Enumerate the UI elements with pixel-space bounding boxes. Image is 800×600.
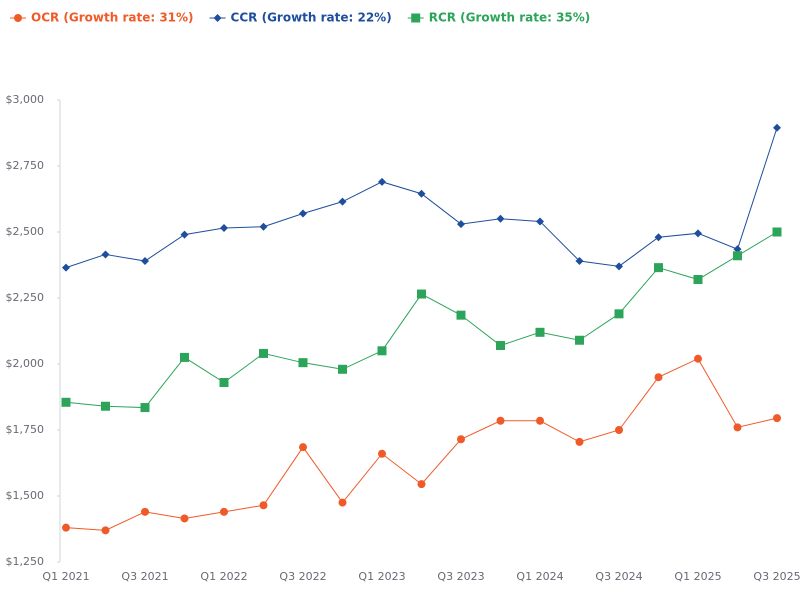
point	[496, 416, 505, 425]
point	[773, 414, 781, 423]
point	[180, 352, 189, 362]
point	[377, 346, 387, 356]
x-tick-label: Q3 2021	[121, 570, 168, 583]
point	[101, 526, 110, 535]
point	[615, 426, 623, 434]
x-tick-label: Q3 2025	[753, 570, 800, 583]
legend-label: RCR (Growth rate: 35%)	[429, 11, 591, 25]
point	[140, 403, 150, 413]
point	[180, 514, 189, 523]
point	[496, 214, 505, 223]
point	[213, 14, 222, 22]
point	[654, 373, 663, 382]
legend-item: OCR (Growth rate: 31%)	[10, 11, 194, 25]
y-tick-label: $2,000	[6, 357, 45, 370]
point	[62, 523, 70, 532]
point	[575, 437, 584, 446]
y-tick-label: $2,500	[6, 225, 45, 238]
point	[694, 354, 702, 363]
point	[62, 263, 70, 272]
point	[180, 230, 189, 239]
x-tick-label: Q3 2022	[279, 570, 326, 583]
point	[61, 397, 71, 407]
point	[220, 224, 228, 233]
legend-label: OCR (Growth rate: 31%)	[31, 11, 194, 25]
point	[773, 123, 781, 132]
point	[101, 250, 110, 259]
x-tick-label: Q1 2025	[674, 570, 721, 583]
point	[411, 13, 421, 23]
y-tick-label: $1,750	[6, 423, 45, 436]
point	[259, 348, 268, 358]
point	[615, 262, 623, 271]
y-tick-label: $1,500	[6, 489, 45, 502]
legend-item: RCR (Growth rate: 35%)	[407, 11, 591, 25]
point	[496, 341, 505, 351]
point	[259, 501, 268, 510]
point	[141, 507, 149, 516]
point	[536, 416, 544, 425]
point	[299, 443, 307, 452]
x-tick-label: Q1 2023	[358, 570, 405, 583]
legend-item: CCR (Growth rate: 22%)	[209, 11, 392, 25]
point	[338, 498, 347, 507]
point	[456, 310, 466, 320]
point	[220, 507, 228, 516]
point	[378, 177, 386, 186]
y-tick-label: $2,250	[6, 291, 45, 304]
point	[298, 358, 308, 368]
point	[693, 275, 703, 285]
point	[535, 327, 545, 337]
point	[457, 435, 465, 444]
point	[733, 251, 742, 261]
point	[536, 217, 544, 226]
x-tick-label: Q1 2022	[200, 570, 247, 583]
point	[694, 229, 702, 238]
x-tick-label: Q3 2023	[437, 570, 484, 583]
point	[457, 220, 465, 229]
point	[14, 14, 22, 22]
y-tick-label: $3,000	[6, 93, 45, 106]
point	[575, 257, 584, 266]
point	[575, 335, 584, 345]
point	[417, 189, 426, 198]
x-tick-label: Q1 2021	[42, 570, 89, 583]
point	[378, 449, 386, 458]
x-tick-label: Q3 2024	[595, 570, 642, 583]
point	[654, 233, 663, 242]
y-tick-label: $1,250	[6, 555, 45, 568]
point	[299, 209, 307, 218]
point	[733, 423, 742, 432]
x-tick-label: Q1 2024	[516, 570, 563, 583]
point	[338, 197, 347, 206]
series	[62, 123, 781, 272]
series	[62, 354, 781, 535]
series-line	[65, 358, 778, 531]
point	[141, 257, 149, 266]
y-tick-label: $2,750	[6, 159, 45, 172]
point	[772, 227, 782, 237]
point	[654, 263, 663, 273]
point	[733, 245, 742, 254]
point	[417, 289, 426, 299]
point	[219, 377, 229, 387]
point	[101, 401, 110, 411]
series-line	[65, 231, 778, 409]
series	[61, 227, 782, 413]
point	[338, 364, 347, 374]
point	[614, 309, 624, 319]
point	[259, 222, 268, 231]
point	[417, 480, 426, 489]
legend-label: CCR (Growth rate: 22%)	[231, 11, 392, 25]
